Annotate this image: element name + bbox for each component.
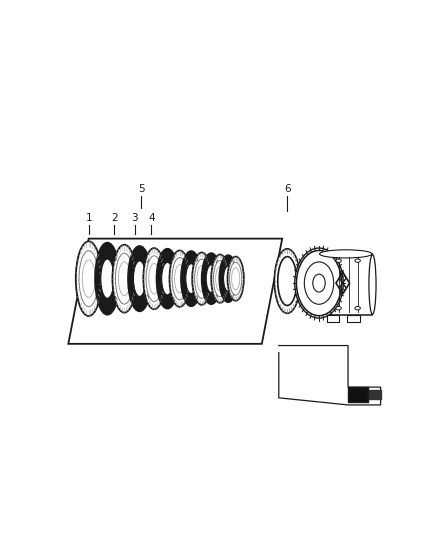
Polygon shape (348, 387, 368, 402)
Ellipse shape (149, 263, 159, 294)
Ellipse shape (232, 268, 240, 290)
Polygon shape (368, 390, 381, 399)
Ellipse shape (227, 256, 244, 301)
Text: 3: 3 (131, 213, 138, 223)
Ellipse shape (336, 259, 341, 262)
Ellipse shape (172, 257, 187, 300)
Text: 6: 6 (284, 184, 290, 195)
Ellipse shape (116, 253, 133, 304)
Ellipse shape (211, 255, 229, 303)
Ellipse shape (274, 249, 300, 313)
Ellipse shape (162, 262, 173, 295)
Ellipse shape (202, 254, 220, 304)
Ellipse shape (320, 250, 372, 258)
Ellipse shape (194, 259, 209, 298)
Ellipse shape (215, 266, 224, 290)
Ellipse shape (297, 251, 342, 316)
Ellipse shape (206, 265, 216, 293)
Ellipse shape (175, 264, 185, 293)
Ellipse shape (230, 262, 242, 295)
Ellipse shape (134, 261, 146, 296)
Ellipse shape (369, 255, 376, 314)
Ellipse shape (146, 256, 162, 302)
Bar (319, 254, 372, 315)
Ellipse shape (355, 306, 360, 310)
Ellipse shape (76, 241, 102, 316)
Ellipse shape (295, 248, 343, 318)
Ellipse shape (128, 246, 151, 311)
Ellipse shape (118, 262, 130, 296)
Ellipse shape (213, 261, 227, 297)
Ellipse shape (101, 259, 114, 298)
Ellipse shape (157, 249, 178, 308)
Text: 5: 5 (138, 184, 145, 195)
Text: 4: 4 (148, 213, 155, 223)
Ellipse shape (313, 274, 325, 292)
Text: 1: 1 (85, 213, 92, 223)
Ellipse shape (186, 264, 197, 294)
Ellipse shape (220, 256, 237, 302)
Ellipse shape (79, 251, 99, 306)
Ellipse shape (192, 253, 211, 305)
Polygon shape (279, 345, 381, 405)
Bar (327, 315, 339, 322)
Ellipse shape (304, 262, 334, 304)
Ellipse shape (170, 251, 190, 307)
Bar (347, 315, 360, 322)
Ellipse shape (223, 266, 233, 292)
Ellipse shape (143, 248, 165, 309)
Ellipse shape (197, 265, 206, 292)
Text: 2: 2 (111, 213, 117, 223)
Ellipse shape (82, 260, 95, 297)
Ellipse shape (95, 243, 119, 314)
Ellipse shape (336, 306, 341, 310)
Ellipse shape (113, 245, 136, 313)
Ellipse shape (181, 252, 201, 306)
Ellipse shape (355, 259, 360, 262)
Ellipse shape (278, 256, 297, 305)
